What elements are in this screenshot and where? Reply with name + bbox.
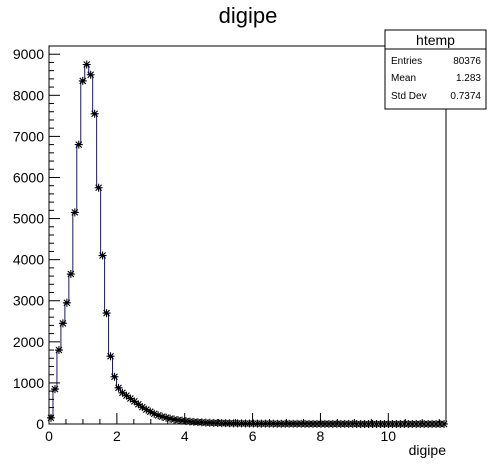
y-tick-label: 1000 [13,375,44,391]
data-point [114,384,122,392]
y-tick-label: 7000 [13,128,44,144]
y-tick-label: 5000 [13,211,44,227]
data-point [87,71,95,79]
stats-entries-value: 80376 [453,56,481,67]
y-tick-label: 4000 [13,252,44,268]
data-point [83,60,91,68]
data-point [103,309,111,317]
y-tick-label: 3000 [13,293,44,309]
y-tick-label: 8000 [13,87,44,103]
data-point [95,184,103,192]
plot-area: 0 2 4 6 8 10 0 1000 2000 3000 4000 5000 6000 7000 8000… [13,46,448,458]
data-point [79,77,87,85]
data-point [67,270,75,278]
x-tick-label: 8 [317,428,325,444]
y-tick-label: 6000 [13,169,44,185]
x-tick-label: 10 [381,428,397,444]
data-point [111,373,119,381]
y-tick-label: 2000 [13,334,44,350]
chart-title: digipe [219,3,278,28]
data-point [55,346,63,354]
stats-entries-label: Entries [391,56,422,67]
x-tick-label: 2 [113,428,121,444]
x-tick-label: 4 [181,428,189,444]
data-point [59,319,67,327]
data-point [91,110,99,118]
stats-mean-value: 1.283 [456,73,481,84]
stats-stddev-label: Std Dev [391,91,427,102]
data-point [440,420,448,428]
data-point [71,208,79,216]
x-axis-title: digipe [409,442,447,458]
y-tick-label: 0 [36,416,44,432]
histogram-line [49,64,446,424]
x-tick-label: 6 [249,428,257,444]
stats-mean-label: Mean [391,73,416,84]
data-point [75,141,83,149]
data-point [51,385,59,393]
x-tick-label: 0 [45,428,53,444]
stats-stddev-value: 0.7374 [450,91,481,102]
data-point [107,352,115,360]
data-point [47,414,55,422]
y-tick-label: 9000 [13,46,44,62]
data-point [99,252,107,260]
stats-box-title: htemp [416,32,455,48]
data-point [63,299,71,307]
stats-box: htemp Entries 80376 Mean 1.283 Std Dev 0… [385,30,486,109]
